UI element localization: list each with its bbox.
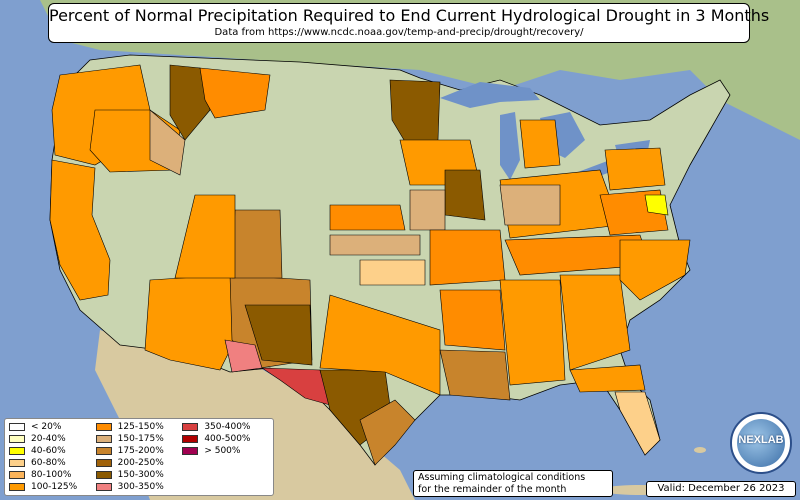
legend-swatch [9,483,25,491]
legend-label: 200-250% [117,458,164,468]
legend-label: 175-200% [117,446,164,456]
legend-item: 80-100% [9,469,96,481]
legend-swatch [9,447,25,455]
region-texas-west [260,367,331,406]
legend-item: > 500% [182,445,269,457]
legend-swatch [182,435,199,443]
legend-label: 20-40% [31,434,66,444]
legend-item: 175-200% [95,445,183,457]
region-new-mexico-pink [224,339,263,373]
region-nm-south [244,304,313,366]
region-missouri [429,229,506,286]
legend-swatch [95,483,112,491]
legend-label: 150-300% [117,470,164,480]
region-kansas [329,234,421,256]
legend-item: 350-400% [182,421,269,433]
region-montana-east [199,67,271,119]
region-colorado [231,209,283,279]
legend-label: 300-350% [117,482,164,492]
region-maryland [644,194,669,216]
note-line1: Assuming climatological conditions [418,472,586,483]
map-subtitle: Data from https://www.ncdc.noaa.gov/temp… [214,27,584,38]
legend-swatch [182,447,199,455]
legend-label: 60-80% [31,458,66,468]
legend-swatch [9,471,25,479]
region-mississippi [499,279,566,386]
legend: < 20% 20-40% 40-60% 60-80% 80-100% 100-125% 12… [4,418,274,496]
region-texas-south [359,399,416,466]
region-pennsylvania [604,147,666,191]
region-texas-east [319,294,441,396]
region-indiana [499,184,561,226]
legend-swatch [9,435,25,443]
legend-swatch [9,423,25,431]
region-oklahoma [359,259,426,286]
legend-label: > 500% [204,446,241,456]
assumption-note: Assuming climatological conditions for t… [413,470,613,497]
region-louisiana [439,349,511,401]
lake-michigan [500,112,520,180]
region-carolinas [619,239,691,301]
legend-label: 150-175% [117,434,164,444]
logo-text: NEXLAB [738,434,784,446]
region-florida-peninsula [614,391,661,456]
drought-regions [49,64,691,466]
legend-swatch [95,447,112,455]
region-nebraska [329,204,406,231]
legend-label: 350-400% [204,422,251,432]
legend-item: 400-500% [182,433,269,445]
legend-label: 100-125% [31,482,78,492]
map-title: Percent of Normal Precipitation Required… [49,6,770,25]
island-bahamas [694,447,706,453]
legend-swatch [95,423,112,431]
nexlab-logo: NEXLAB [730,412,792,474]
region-iowa [444,169,486,221]
logo-globe-icon [737,419,785,467]
lake-superior [440,82,540,108]
legend-swatch [95,435,112,443]
region-idaho [149,109,186,176]
legend-item: 20-40% [9,433,96,445]
region-florida-north [569,364,646,393]
legend-swatch [95,459,112,467]
legend-item: 150-175% [95,433,183,445]
region-montana-west [169,64,211,141]
title-box: Percent of Normal Precipitation Required… [48,3,770,43]
legend-swatch [95,471,112,479]
legend-item: 300-350% [95,481,183,493]
legend-label: 400-500% [204,434,251,444]
legend-label: 80-100% [31,470,72,480]
legend-item: 100-125% [9,481,96,493]
legend-item: 200-250% [95,457,183,469]
legend-label: < 20% [31,422,62,432]
region-georgia [559,274,631,371]
region-michigan [519,119,561,169]
legend-item: < 20% [9,421,96,433]
region-arkansas [439,289,506,351]
legend-item: 60-80% [9,457,96,469]
legend-label: 40-60% [31,446,66,456]
legend-item: 150-300% [95,469,183,481]
legend-swatch [9,459,25,467]
valid-date: Valid: December 26 2023 [646,481,796,497]
region-utah [174,194,236,279]
region-midwest [409,189,446,231]
legend-swatch [182,423,199,431]
legend-label: 125-150% [117,422,164,432]
legend-item: 40-60% [9,445,96,457]
region-california [49,159,111,301]
legend-item: 125-150% [95,421,183,433]
note-line2: for the remainder of the month [418,484,567,495]
